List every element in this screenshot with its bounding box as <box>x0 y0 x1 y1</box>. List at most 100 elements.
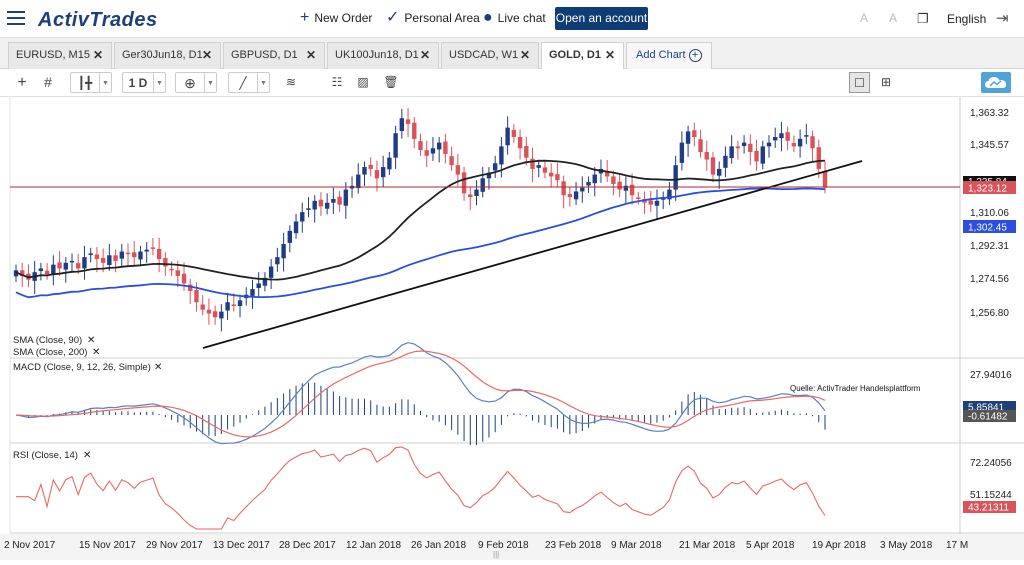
close-icon[interactable]: ✕ <box>305 48 316 62</box>
scroll-handle[interactable]: ||| <box>493 550 499 559</box>
language-selector[interactable]: English <box>947 12 987 26</box>
candle-body <box>530 158 535 169</box>
candle-body <box>20 270 25 276</box>
personal-area-label: Personal Area <box>404 11 480 25</box>
close-icon[interactable]: ✕ <box>419 48 430 62</box>
rsi-panel <box>16 446 826 530</box>
candle-body <box>735 146 741 149</box>
chart-area[interactable]: SMA (Close, 90) ✕ SMA (Close, 200) ✕ MAC… <box>0 97 1024 560</box>
single-layout-icon[interactable]: ☐ <box>849 72 870 93</box>
multi-layout-icon[interactable]: ⊞ <box>880 75 892 89</box>
candle-body <box>617 181 622 190</box>
live-chat-button[interactable]: ● Live chat <box>483 9 546 26</box>
candle-body <box>586 182 591 186</box>
tab-usdcad[interactable]: USDCAD, W1 ✕ <box>441 42 539 69</box>
screenshot-icon[interactable]: ▨ <box>357 75 369 89</box>
candle-body <box>567 194 573 198</box>
candle-body <box>636 197 641 199</box>
candle-body <box>418 141 423 151</box>
tab-label: USDCAD, W1 <box>449 49 519 61</box>
candle-body <box>387 157 392 170</box>
candle-body <box>629 184 635 196</box>
close-icon[interactable]: ✕ <box>87 335 95 346</box>
candle-body <box>436 142 442 150</box>
close-icon[interactable]: ✕ <box>201 48 212 62</box>
candle-body <box>754 150 759 162</box>
chart-svg[interactable]: SMA (Close, 90) ✕ SMA (Close, 200) ✕ MAC… <box>0 97 1024 560</box>
font-increase-icon[interactable]: A <box>889 11 898 25</box>
trendline-drawing[interactable] <box>202 160 863 349</box>
tab-gbpusd[interactable]: GBPUSD, D1 ✕ <box>223 42 325 69</box>
line-tool-icon: ╱ <box>239 76 247 90</box>
chevron-down-icon: ▼ <box>257 73 269 92</box>
candle-body <box>449 156 454 166</box>
candle-body <box>169 268 174 271</box>
candle-body <box>399 118 405 132</box>
timeframe-label: 1 D <box>128 76 148 90</box>
candle-body <box>380 167 386 178</box>
tab-uk100[interactable]: UK100Jun18, D1 ✕ <box>327 42 439 69</box>
candle-body <box>181 273 187 284</box>
drawing-tools-dropdown[interactable]: ╱ ▼ <box>228 72 270 93</box>
macd-line <box>15 341 826 445</box>
candle-body <box>13 270 19 277</box>
chevron-down-icon: ▼ <box>99 73 111 92</box>
window-icon[interactable]: ❐ <box>917 11 929 26</box>
candle-body <box>573 191 579 200</box>
plus-icon: + <box>300 9 310 26</box>
add-chart-button[interactable]: Add Chart + <box>626 42 712 69</box>
candle-body <box>748 143 753 153</box>
candle-body <box>312 200 317 210</box>
date-tick: 26 Jan 2018 <box>411 540 466 551</box>
candle-body <box>44 270 50 275</box>
chevron-down-icon: ▼ <box>153 73 165 92</box>
candle-body <box>82 257 87 269</box>
candle-body <box>163 257 168 267</box>
chart-type-dropdown[interactable]: ┃╋ ▼ <box>70 72 112 93</box>
trash-icon[interactable]: 🗑 <box>383 75 399 89</box>
grid-icon[interactable]: # <box>44 74 52 90</box>
candle-body <box>318 199 324 207</box>
close-icon[interactable]: ✕ <box>92 347 100 358</box>
candle-body <box>51 264 56 275</box>
font-decrease-icon[interactable]: A <box>860 11 869 25</box>
chat-bubble-icon: ● <box>483 9 493 26</box>
open-account-button[interactable]: Open an account <box>555 7 648 30</box>
close-icon[interactable]: ✕ <box>83 450 91 461</box>
templates-icon[interactable]: ☷ <box>331 75 343 89</box>
sma200-value-box <box>963 220 1016 233</box>
crosshair-icon[interactable]: + <box>17 74 27 91</box>
candle-body <box>219 311 224 319</box>
candle-body <box>779 133 784 139</box>
tab-ger30[interactable]: Ger30Jun18, D1 ✕ <box>114 42 221 69</box>
timeframe-dropdown[interactable]: 1 D ▼ <box>122 72 166 93</box>
candle-body <box>156 248 162 260</box>
close-icon[interactable]: ✕ <box>154 362 162 373</box>
close-icon[interactable]: ✕ <box>92 48 103 62</box>
cloud-icon[interactable] <box>981 72 1011 93</box>
candle-body <box>468 194 473 198</box>
indicators-dropdown[interactable]: ⊕ ▼ <box>175 72 217 93</box>
rsi-value-box <box>963 501 1016 513</box>
fibonacci-icon[interactable]: ≋ <box>285 75 297 89</box>
add-circle-icon: ⊕ <box>184 75 196 91</box>
macd-value-label: 5.85841 <box>968 403 1005 414</box>
logout-icon[interactable]: ⇥ <box>996 10 1009 27</box>
date-tick: 3 May 2018 <box>880 540 933 551</box>
close-icon[interactable]: ✕ <box>519 48 530 62</box>
rsi-label: RSI (Close, 14) <box>13 450 78 461</box>
candle-body <box>150 247 156 249</box>
date-tick: 9 Feb 2018 <box>478 540 529 551</box>
personal-area-button[interactable]: ✓ Personal Area <box>386 10 480 26</box>
tab-gold[interactable]: GOLD, D1 ✕ <box>541 42 624 70</box>
macd-tick: 27.94016 <box>970 370 1012 381</box>
candle-body <box>100 257 106 263</box>
add-chart-label: Add Chart <box>636 49 686 61</box>
close-icon[interactable]: ✕ <box>604 48 615 62</box>
new-order-button[interactable]: + New Order <box>300 9 372 26</box>
candle-body <box>480 178 485 192</box>
candle-body <box>306 208 311 210</box>
chart-toolbar: + # ┃╋ ▼ 1 D ▼ ⊕ ▼ ╱ ▼ ≋ ☷ ▨ 🗑 ☐ ⊞ <box>0 69 1024 97</box>
tab-eurusd[interactable]: EURUSD, M15 ✕ <box>8 42 112 69</box>
menu-icon[interactable] <box>7 11 25 25</box>
